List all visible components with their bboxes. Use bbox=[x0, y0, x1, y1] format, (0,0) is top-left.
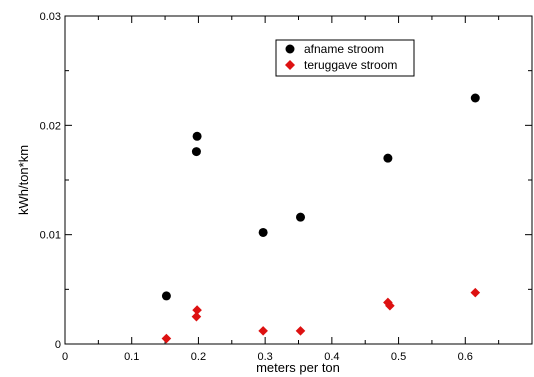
data-points bbox=[161, 93, 481, 344]
y-tick-label: 0.01 bbox=[40, 230, 61, 242]
legend-label-afname: afname stroom bbox=[304, 42, 384, 56]
legend-marker-afname bbox=[285, 44, 295, 54]
data-point-afname bbox=[383, 153, 393, 163]
legend-label-teruggave: teruggave stroom bbox=[304, 58, 397, 72]
data-point-teruggave bbox=[470, 287, 481, 298]
x-tick-label: 0 bbox=[62, 351, 68, 363]
legend-marker-teruggave bbox=[285, 60, 295, 70]
legend-box bbox=[275, 39, 415, 77]
data-point-afname bbox=[470, 93, 480, 103]
x-tick-label: 0.2 bbox=[191, 351, 206, 363]
x-tick-label: 0.4 bbox=[324, 351, 339, 363]
data-point-afname bbox=[191, 147, 201, 157]
data-point-afname bbox=[296, 212, 306, 222]
legend: afname stroom teruggave stroom bbox=[275, 39, 415, 77]
x-axis-label: meters per ton bbox=[256, 360, 340, 375]
y-tick-label: 0.02 bbox=[40, 120, 61, 132]
data-point-teruggave bbox=[385, 300, 395, 311]
data-point-teruggave bbox=[258, 326, 268, 336]
data-point-teruggave bbox=[295, 326, 306, 336]
data-point-teruggave bbox=[192, 305, 202, 315]
y-axis-label: kWh/ton*km bbox=[16, 145, 31, 215]
data-point-afname bbox=[161, 291, 171, 301]
y-tick-label: 0 bbox=[55, 339, 61, 351]
data-point-teruggave bbox=[191, 311, 202, 322]
y-tick-label: 0.03 bbox=[40, 11, 61, 23]
data-point-afname bbox=[192, 131, 202, 141]
x-tick-label: 0.5 bbox=[391, 351, 406, 363]
data-point-afname bbox=[258, 227, 268, 237]
axis-ticks: 0 0.1 0.2 0.3 0.4 0.5 0.6 0 0.01 0.02 0.03 bbox=[40, 11, 532, 363]
data-point-teruggave bbox=[161, 333, 172, 344]
x-tick-label: 0.1 bbox=[124, 351, 139, 363]
x-tick-label: 0.6 bbox=[458, 351, 473, 363]
x-tick-label: 0.3 bbox=[257, 351, 272, 363]
